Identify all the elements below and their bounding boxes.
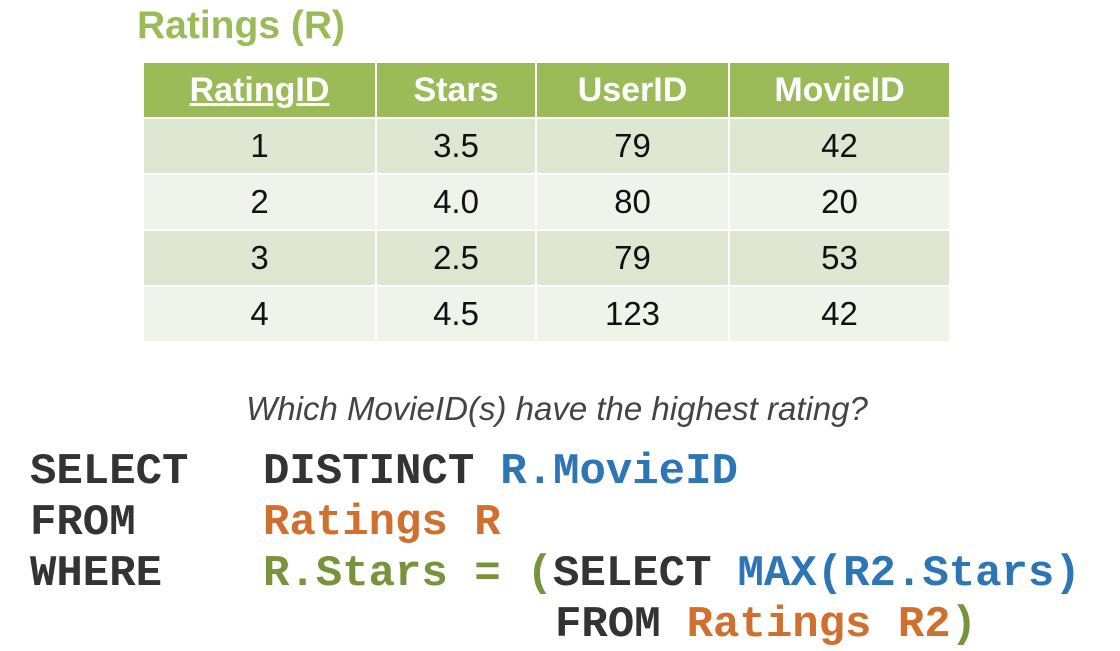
question: Which MovieID(s) have the highest rating… [246, 390, 868, 427]
table-cell: 79 [535, 117, 730, 175]
table-cell: 42 [728, 285, 951, 343]
table-cell: 53 [728, 229, 951, 287]
table-cell: 123 [535, 285, 730, 343]
code-token: MAX(R2.Stars) [737, 549, 1081, 599]
table-cell: 20 [728, 173, 951, 231]
code-token: SELECT [553, 549, 712, 599]
code-token: R.Stars = [263, 549, 501, 599]
table-row: 4 4.5 123 42 [142, 285, 951, 343]
table-row: 3 2.5 79 53 [142, 229, 951, 287]
sql-code: SELECT DISTINCT R.MovieID FROM Ratings R WHER… [30, 447, 1107, 651]
code-token: WHERE [30, 549, 163, 599]
table-cell: 2 [142, 173, 377, 231]
code-token: FROM [30, 498, 136, 548]
table-cell: 2.5 [375, 229, 537, 287]
code-token: FROM [555, 600, 661, 650]
table-cell: 3 [142, 229, 377, 287]
table-cell: 4.0 [375, 173, 537, 231]
header-row: RatingID Stars UserID MovieID [142, 61, 951, 119]
ratings-table: RatingID Stars UserID MovieID 1 3.5 79 42 2 4.0 8… [142, 61, 951, 343]
code-line: FROM Ratings R2) [30, 600, 1107, 651]
table-cell: 79 [535, 229, 730, 287]
header-cell: UserID [535, 61, 730, 119]
header-cell: Stars [375, 61, 537, 119]
table-cell: 4.5 [375, 285, 537, 343]
code-line: WHERE R.Stars = (SELECT MAX(R2.Stars) [30, 549, 1107, 600]
code-token: Ratings R2 [686, 600, 951, 650]
table-cell: 1 [142, 117, 377, 175]
code-token: ) [950, 600, 978, 650]
code-token: Ratings R [263, 498, 501, 548]
code-token: SELECT [30, 447, 189, 497]
slide-title: Ratings (R) [137, 4, 345, 47]
header-cell: RatingID [142, 61, 377, 119]
header-cell: MovieID [728, 61, 951, 119]
table-row: 1 3.5 79 42 [142, 117, 951, 175]
table-cell: 42 [728, 117, 951, 175]
table-row: 2 4.0 80 20 [142, 173, 951, 231]
table-cell: 4 [142, 285, 377, 343]
code-token: ( [526, 549, 554, 599]
code-line: FROM Ratings R [30, 498, 1107, 549]
code-line: SELECT DISTINCT R.MovieID [30, 447, 1107, 498]
table-cell: 80 [535, 173, 730, 231]
table-cell: 3.5 [375, 117, 537, 175]
code-token: R.MovieID [500, 447, 738, 497]
code-token: DISTINCT [263, 447, 475, 497]
